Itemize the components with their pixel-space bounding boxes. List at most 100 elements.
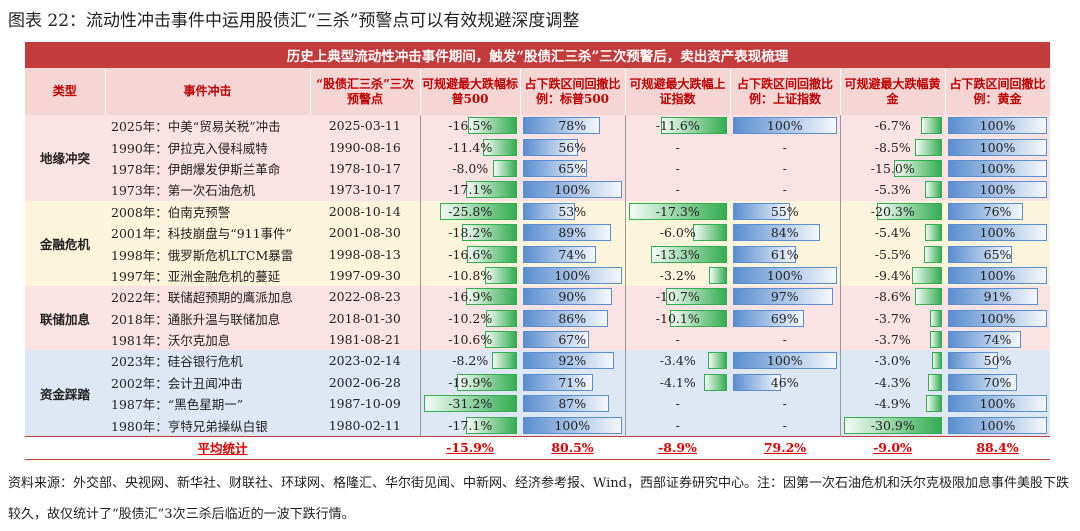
value-cell: 100%: [730, 115, 840, 136]
value-text: -16.5%: [448, 118, 493, 134]
data-row: 1978年：伊朗爆发伊斯兰革命 1978-10-17 -8.0% 65% - - -15.0…: [25, 157, 1051, 180]
event: 2002年：会计丑闻冲击: [111, 375, 243, 391]
cell-box: 100%: [948, 138, 1048, 157]
value-text: -20.3%: [870, 203, 915, 219]
cell-box: 84%: [733, 223, 837, 242]
ratio-bar: [948, 416, 1048, 434]
cell-box: -8.0%: [424, 159, 517, 178]
value-text: -19.9%: [448, 374, 493, 390]
cell-box: -3.4%: [629, 351, 727, 370]
cell-box: -: [733, 180, 837, 199]
average-value: 88.4%: [945, 435, 1051, 460]
cell-box: -: [733, 138, 837, 157]
value-text: 100%: [979, 118, 1016, 134]
cell-box: -17.1%: [424, 180, 517, 199]
value-text: 55%: [770, 203, 799, 219]
value-text: -18.2%: [448, 225, 493, 241]
cell-box: -5.5%: [844, 245, 942, 264]
cell-box: 90%: [523, 287, 622, 306]
value-text: 100%: [766, 118, 803, 134]
ratio-bar: [523, 373, 593, 391]
cell-box: -: [629, 416, 728, 435]
ratio-bar: [948, 159, 1048, 177]
value-text: -: [675, 182, 680, 198]
cell-box: -9.4%: [844, 266, 942, 285]
value-cell: -6.0%: [624, 221, 730, 244]
value-cell: -9.4%: [839, 264, 945, 287]
ratio-bar: [523, 138, 579, 156]
cell-box: -3.7%: [844, 309, 942, 328]
drawdown-bar: [465, 416, 517, 434]
value-text: 100%: [979, 225, 1016, 241]
value-text: -10.2%: [448, 310, 493, 326]
value-cell: -: [624, 179, 730, 201]
value-cell: 90%: [520, 286, 625, 307]
date: 2001-08-30: [328, 225, 401, 241]
value-cell: -16.6%: [419, 243, 520, 265]
value-text: -30.9%: [870, 417, 915, 433]
ratio-bar: [733, 352, 837, 370]
header-cell: 类型: [25, 68, 106, 115]
cell-box: 100%: [948, 309, 1048, 328]
value-text: 100%: [979, 417, 1016, 433]
date: 1987-10-09: [328, 396, 401, 412]
value-cell: -10.1%: [624, 307, 730, 329]
value-text: -3.7%: [874, 332, 911, 348]
value-text: 90%: [558, 289, 587, 305]
cell-box: 100%: [948, 416, 1048, 435]
group-label: 地缘冲突: [39, 151, 90, 167]
value-cell: 100%: [945, 136, 1050, 157]
cell-box: -10.7%: [629, 287, 727, 306]
ratio-bar: [733, 245, 797, 263]
cell-box: 61%: [733, 245, 837, 264]
ratio-bar: [523, 159, 588, 177]
value-text: -3.2%: [659, 267, 696, 283]
value-cell: -13.3%: [624, 243, 730, 265]
cell-box: -16.6%: [424, 245, 517, 264]
value-cell: -: [624, 393, 730, 415]
cell-box: 76%: [948, 202, 1047, 221]
drawdown-bar: [932, 352, 942, 370]
cell-box: 91%: [948, 287, 1047, 306]
cell-box: -4.3%: [844, 373, 942, 392]
value-cell: -16.5%: [419, 115, 520, 137]
cell-box: -11.4%: [424, 138, 517, 157]
cell-box: -: [629, 138, 728, 157]
event: 2025年：中美“贸易关税”冲击: [111, 119, 281, 135]
drawdown-bar: [914, 288, 942, 306]
value-text: -6.0%: [659, 225, 696, 241]
value-text: 67%: [558, 332, 587, 348]
value-text: 70%: [983, 374, 1012, 390]
header-cell: 可规避最大跌幅黄金: [840, 68, 946, 115]
cell-box: 55%: [733, 202, 837, 221]
ratio-bar: [948, 117, 1048, 135]
ratio-bar: [523, 309, 608, 327]
value-cell: -: [730, 136, 840, 157]
group-label: 资金踩踏: [39, 386, 90, 402]
value-cell: -10.8%: [419, 264, 520, 287]
cell-box: -5.3%: [844, 180, 942, 199]
value-cell: -5.4%: [839, 221, 945, 244]
value-cell: 89%: [520, 222, 625, 243]
ratio-bar: [948, 352, 998, 370]
ratio-bar: [523, 245, 596, 263]
banner: 历史上典型流动性冲击事件期间，触发“股债汇三杀”三次预警后，卖出资产表现梳理: [25, 42, 1051, 68]
cell-box: -: [733, 159, 837, 178]
drawdown-bar: [926, 395, 942, 413]
value-text: 74%: [983, 332, 1012, 348]
value-cell: 100%: [945, 179, 1050, 200]
value-text: 71%: [558, 374, 587, 390]
data-row: 1998年：俄罗斯危机LTCM暴雷 1998-08-13 -16.6% 74% -13.…: [25, 243, 1051, 265]
header-cell: 可规避最大跌幅标普500: [420, 68, 521, 115]
value-cell: 55%: [730, 201, 840, 222]
cell-box: -10.2%: [424, 309, 517, 328]
value-cell: -: [730, 393, 840, 414]
cell-box: -25.8%: [424, 202, 517, 221]
value-cell: 65%: [945, 243, 1050, 264]
value-cell: -: [624, 157, 730, 180]
cell-box: -13.3%: [629, 245, 727, 264]
date: 1980-02-11: [328, 417, 401, 433]
average-value: -15.9%: [420, 435, 520, 460]
cell-box: -6.0%: [629, 223, 727, 242]
cell-box: -5.4%: [844, 223, 942, 242]
